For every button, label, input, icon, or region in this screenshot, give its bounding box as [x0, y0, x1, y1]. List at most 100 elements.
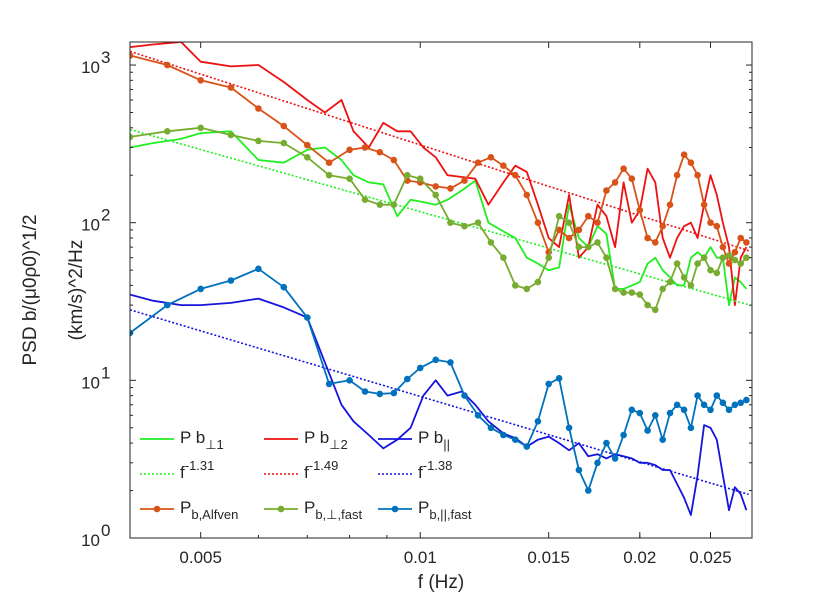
- point-Pb_Alfven-32: [628, 175, 636, 182]
- point-Pb_perp_fast-37: [666, 278, 674, 286]
- point-Pb_par_fast-39: [680, 406, 688, 414]
- point-Pb_perp_fast-19: [500, 254, 507, 261]
- series-Pb_Alfven: [130, 52, 750, 267]
- point-Pb_par_fast-38: [673, 401, 681, 409]
- legend-item-fit_perp1: f-1.31: [140, 458, 214, 482]
- legend-item-Pb_perp_fast: Pb,⊥,fast: [264, 498, 362, 522]
- point-Pb_perp_fast-2: [197, 124, 204, 132]
- legend-label-Pb_perp_fast: Pb,⊥,fast: [304, 498, 362, 522]
- point-Pb_par_fast-24: [555, 375, 563, 382]
- point-Pb_Alfven-10: [376, 148, 384, 156]
- point-Pb_par_fast-3: [227, 277, 235, 284]
- point-Pb_Alfven-0: [130, 52, 134, 59]
- legend-marker-Pb_perp_fast: [277, 505, 285, 513]
- point-Pb_par_fast-19: [500, 431, 507, 439]
- point-Pb_perp_fast-41: [694, 260, 701, 267]
- series-line-fit_perp2: [130, 50, 749, 252]
- point-Pb_perp_fast-24: [555, 212, 563, 220]
- point-Pb_par_fast-14: [432, 356, 440, 364]
- point-Pb_perp_fast-34: [644, 301, 651, 309]
- legend-item-Pb_par: P b||: [378, 428, 450, 452]
- point-Pb_Alfven-38: [673, 171, 681, 179]
- point-Pb_par_fast-21: [523, 443, 531, 450]
- y-tick-exponent-1: 1: [101, 363, 110, 382]
- point-Pb_Alfven-41: [694, 171, 701, 179]
- point-Pb_par_fast-42: [700, 401, 708, 409]
- point-Pb_Alfven-6: [304, 141, 311, 149]
- point-Pb_perp_fast-43: [707, 266, 714, 274]
- point-Pb_Alfven-29: [603, 187, 610, 194]
- legend-label-Pb_par_fast: Pb,||,fast: [418, 498, 472, 522]
- point-Pb_perp_fast-11: [390, 201, 398, 208]
- point-Pb_par_fast-18: [487, 424, 495, 432]
- legend-label-Pb_perp2: P b⊥2: [304, 428, 348, 452]
- legend-label-fit_perp2: f-1.49: [304, 458, 338, 482]
- point-Pb_Alfven-43: [707, 219, 714, 226]
- point-Pb_perp_fast-30: [611, 285, 619, 293]
- point-Pb_par_fast-20: [512, 436, 519, 444]
- point-Pb_Alfven-5: [280, 122, 288, 130]
- point-Pb_Alfven-14: [432, 183, 440, 190]
- point-Pb_par_fast-25: [565, 424, 573, 432]
- point-Pb_perp_fast-47: [731, 256, 739, 264]
- point-Pb_perp_fast-35: [652, 306, 659, 314]
- point-Pb_perp_fast-9: [361, 196, 369, 203]
- point-Pb_Alfven-37: [666, 201, 674, 208]
- y-tick-exponent-2: 2: [101, 206, 110, 225]
- legend-item-fit_par: f-1.38: [378, 458, 452, 482]
- point-Pb_par_fast-11: [390, 389, 398, 397]
- point-Pb_Alfven-44: [713, 222, 721, 230]
- point-Pb_par_fast-13: [416, 364, 424, 372]
- point-Pb_perp_fast-15: [447, 219, 454, 226]
- point-Pb_par_fast-22: [534, 418, 542, 425]
- point-Pb_Alfven-40: [687, 159, 695, 166]
- legend-item-Pb_Alfven: Pb,Alfven: [140, 498, 238, 522]
- point-Pb_perp_fast-45: [719, 254, 727, 261]
- point-Pb_Alfven-11: [390, 156, 398, 164]
- point-Pb_Alfven-26: [575, 226, 583, 234]
- point-Pb_Alfven-39: [680, 151, 688, 158]
- legend-item-Pb_perp1: P b⊥1: [140, 428, 224, 452]
- point-Pb_Alfven-7: [325, 159, 333, 166]
- point-Pb_perp_fast-29: [603, 254, 610, 261]
- y-axis-label: PSD b/(μ0ρ0)^1/2 (km/s)^2/Hz: [20, 214, 87, 365]
- series-fit_par: [130, 309, 749, 496]
- point-Pb_Alfven-45: [719, 243, 727, 251]
- point-Pb_Alfven-4: [255, 105, 262, 112]
- point-Pb_perp_fast-12: [404, 171, 411, 179]
- legend-label-Pb_par: P b||: [418, 428, 450, 452]
- series-Pb_par_fast: [130, 265, 750, 494]
- legend: P b⊥1 P b⊥2 P b|| f-1.31 f-1.49 f-1.38 Pb,Alfv…: [140, 428, 472, 522]
- point-Pb_perp_fast-7: [325, 171, 333, 179]
- legend-label-Pb_perp1: P b⊥1: [180, 428, 224, 452]
- point-Pb_par_fast-36: [659, 436, 666, 444]
- legend-item-Pb_par_fast: Pb,||,fast: [378, 498, 472, 522]
- point-Pb_perp_fast-4: [255, 137, 262, 145]
- point-Pb_perp_fast-49: [743, 254, 750, 261]
- point-Pb_par_fast-26: [575, 466, 583, 474]
- point-Pb_perp_fast-26: [575, 243, 583, 251]
- point-Pb_par_fast-28: [594, 459, 601, 467]
- point-Pb_perp_fast-48: [737, 260, 744, 267]
- point-Pb_par_fast-32: [628, 406, 636, 414]
- y-axis-label-line2: (km/s)^2/Hz: [66, 240, 87, 341]
- point-Pb_perp_fast-22: [534, 278, 542, 286]
- point-Pb_perp_fast-16: [461, 222, 468, 230]
- series-line-Pb_perp_fast: [130, 126, 748, 311]
- plot-background: [130, 42, 752, 538]
- point-Pb_Alfven-20: [512, 171, 519, 179]
- point-Pb_Alfven-42: [700, 201, 708, 208]
- point-Pb_Alfven-15: [447, 185, 454, 192]
- point-Pb_Alfven-21: [523, 191, 531, 199]
- legend-label-fit_perp1: f-1.31: [180, 458, 214, 482]
- point-Pb_perp_fast-25: [565, 219, 573, 226]
- point-Pb_par_fast-43: [707, 406, 714, 414]
- legend-label-Pb_Alfven: Pb,Alfven: [180, 498, 238, 522]
- point-Pb_perp_fast-44: [713, 269, 721, 277]
- point-Pb_perp_fast-27: [585, 243, 592, 251]
- series-fit_perp2: [130, 50, 749, 252]
- point-Pb_perp_fast-38: [673, 260, 681, 267]
- point-Pb_Alfven-47: [731, 248, 739, 256]
- point-Pb_par_fast-7: [325, 380, 333, 388]
- point-Pb_Alfven-46: [725, 260, 733, 267]
